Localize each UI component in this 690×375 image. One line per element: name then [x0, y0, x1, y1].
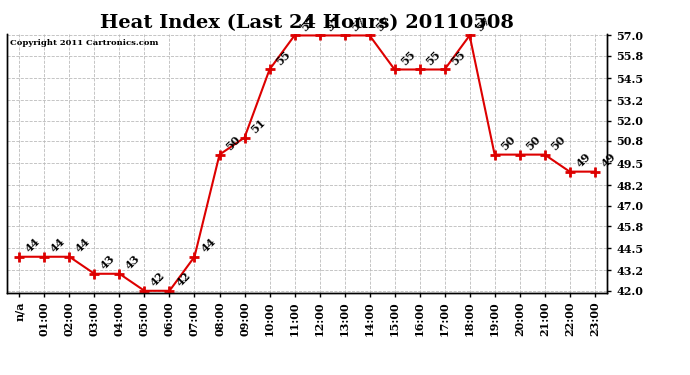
Text: 50: 50	[224, 134, 242, 153]
Text: 55: 55	[399, 49, 417, 68]
Text: 42: 42	[174, 270, 193, 289]
Text: 57: 57	[374, 15, 393, 33]
Text: 50: 50	[524, 134, 542, 153]
Text: 57: 57	[299, 15, 317, 33]
Text: 50: 50	[499, 134, 518, 153]
Text: 44: 44	[48, 236, 68, 255]
Text: 51: 51	[248, 117, 267, 135]
Text: 49: 49	[574, 151, 593, 170]
Text: 55: 55	[448, 49, 468, 68]
Text: 55: 55	[424, 49, 442, 68]
Text: 44: 44	[199, 236, 217, 255]
Text: 49: 49	[599, 151, 618, 170]
Text: 43: 43	[124, 253, 142, 272]
Text: 44: 44	[74, 236, 92, 255]
Text: 57: 57	[324, 15, 342, 33]
Text: 42: 42	[148, 270, 167, 289]
Text: 57: 57	[348, 15, 368, 33]
Text: 57: 57	[474, 15, 493, 33]
Text: 50: 50	[549, 134, 567, 153]
Text: 44: 44	[23, 236, 42, 255]
Title: Heat Index (Last 24 Hours) 20110508: Heat Index (Last 24 Hours) 20110508	[100, 14, 514, 32]
Text: 55: 55	[274, 49, 293, 68]
Text: Copyright 2011 Cartronics.com: Copyright 2011 Cartronics.com	[10, 39, 159, 47]
Text: 43: 43	[99, 253, 117, 272]
